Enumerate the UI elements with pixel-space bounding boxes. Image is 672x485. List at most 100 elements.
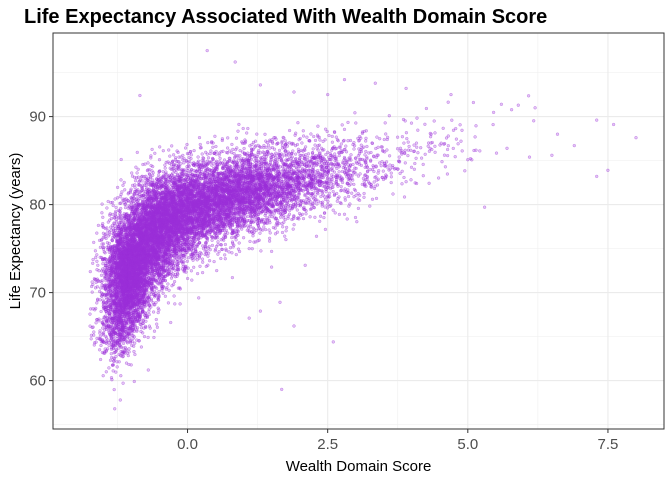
data-point bbox=[162, 292, 165, 295]
data-point bbox=[127, 278, 130, 281]
chart-title: Life Expectancy Associated With Wealth D… bbox=[24, 6, 547, 29]
data-point bbox=[148, 325, 151, 328]
data-point bbox=[144, 312, 147, 315]
data-point bbox=[111, 254, 114, 257]
data-point bbox=[173, 303, 176, 306]
data-point bbox=[144, 304, 147, 307]
data-point bbox=[90, 285, 93, 288]
data-point bbox=[116, 186, 119, 189]
data-point bbox=[89, 308, 92, 311]
data-point bbox=[102, 246, 105, 249]
data-point bbox=[127, 298, 130, 301]
data-point bbox=[148, 292, 151, 295]
data-point bbox=[92, 331, 95, 334]
data-point bbox=[179, 303, 182, 306]
data-point bbox=[99, 256, 102, 259]
data-point bbox=[114, 273, 117, 276]
data-point bbox=[148, 310, 151, 313]
data-point bbox=[162, 170, 165, 173]
data-point bbox=[153, 330, 156, 333]
data-point bbox=[100, 270, 103, 273]
data-point bbox=[147, 336, 150, 339]
data-point bbox=[148, 286, 151, 289]
data-point bbox=[127, 294, 130, 297]
data-point bbox=[130, 188, 133, 191]
data-point bbox=[100, 274, 103, 277]
data-point bbox=[158, 278, 161, 281]
data-point bbox=[123, 274, 126, 277]
data-point bbox=[107, 235, 110, 238]
data-point bbox=[116, 278, 119, 281]
data-point bbox=[99, 246, 102, 249]
data-point bbox=[105, 271, 108, 274]
data-point bbox=[157, 311, 160, 314]
data-point bbox=[142, 270, 145, 273]
data-point bbox=[120, 179, 123, 182]
data-point bbox=[107, 230, 110, 233]
data-point bbox=[137, 168, 140, 171]
data-point bbox=[155, 323, 158, 326]
data-point bbox=[111, 290, 114, 293]
data-point bbox=[115, 267, 118, 270]
data-point bbox=[101, 243, 104, 246]
data-point bbox=[158, 290, 161, 293]
data-point bbox=[107, 200, 110, 203]
data-point bbox=[112, 204, 115, 207]
data-point bbox=[89, 270, 92, 273]
data-point bbox=[95, 302, 98, 305]
data-point bbox=[157, 299, 160, 302]
data-point bbox=[145, 320, 148, 323]
data-point bbox=[143, 327, 146, 330]
data-point bbox=[141, 332, 144, 335]
data-point bbox=[145, 289, 148, 292]
data-point bbox=[196, 272, 199, 275]
data-point bbox=[106, 241, 109, 244]
data-point bbox=[158, 294, 161, 297]
data-point bbox=[100, 295, 103, 298]
data-point bbox=[98, 290, 101, 293]
data-point bbox=[151, 267, 154, 270]
data-point bbox=[101, 284, 104, 287]
data-point bbox=[139, 294, 142, 297]
data-point bbox=[144, 283, 147, 286]
data-point bbox=[143, 335, 146, 338]
data-point bbox=[148, 313, 151, 316]
data-point bbox=[161, 287, 164, 290]
data-point bbox=[92, 241, 95, 244]
data-point bbox=[90, 337, 93, 340]
data-point bbox=[138, 290, 141, 293]
data-point bbox=[95, 232, 98, 235]
data-point bbox=[152, 311, 155, 314]
data-point bbox=[132, 314, 135, 317]
data-point bbox=[145, 298, 148, 301]
data-point bbox=[145, 175, 148, 178]
data-point bbox=[148, 172, 151, 175]
data-point bbox=[167, 302, 170, 305]
data-point bbox=[102, 262, 105, 265]
data-point bbox=[164, 295, 167, 298]
data-point bbox=[110, 264, 113, 267]
data-point bbox=[107, 221, 110, 224]
data-point bbox=[114, 198, 117, 201]
data-point bbox=[104, 266, 107, 269]
data-point bbox=[91, 291, 94, 294]
data-point bbox=[115, 206, 118, 209]
data-point bbox=[139, 316, 142, 319]
data-point bbox=[146, 316, 149, 319]
data-point bbox=[101, 203, 104, 206]
data-point bbox=[147, 277, 150, 280]
data-point bbox=[164, 167, 167, 170]
data-point bbox=[152, 301, 155, 304]
data-point bbox=[92, 258, 95, 261]
data-point bbox=[151, 165, 154, 168]
data-point bbox=[113, 247, 116, 250]
data-point bbox=[117, 295, 120, 298]
data-point bbox=[97, 224, 100, 227]
data-point bbox=[98, 269, 101, 272]
data-point bbox=[111, 213, 114, 216]
data-point bbox=[171, 284, 174, 287]
data-point bbox=[135, 166, 138, 169]
data-point bbox=[122, 287, 125, 290]
data-point bbox=[108, 267, 111, 270]
